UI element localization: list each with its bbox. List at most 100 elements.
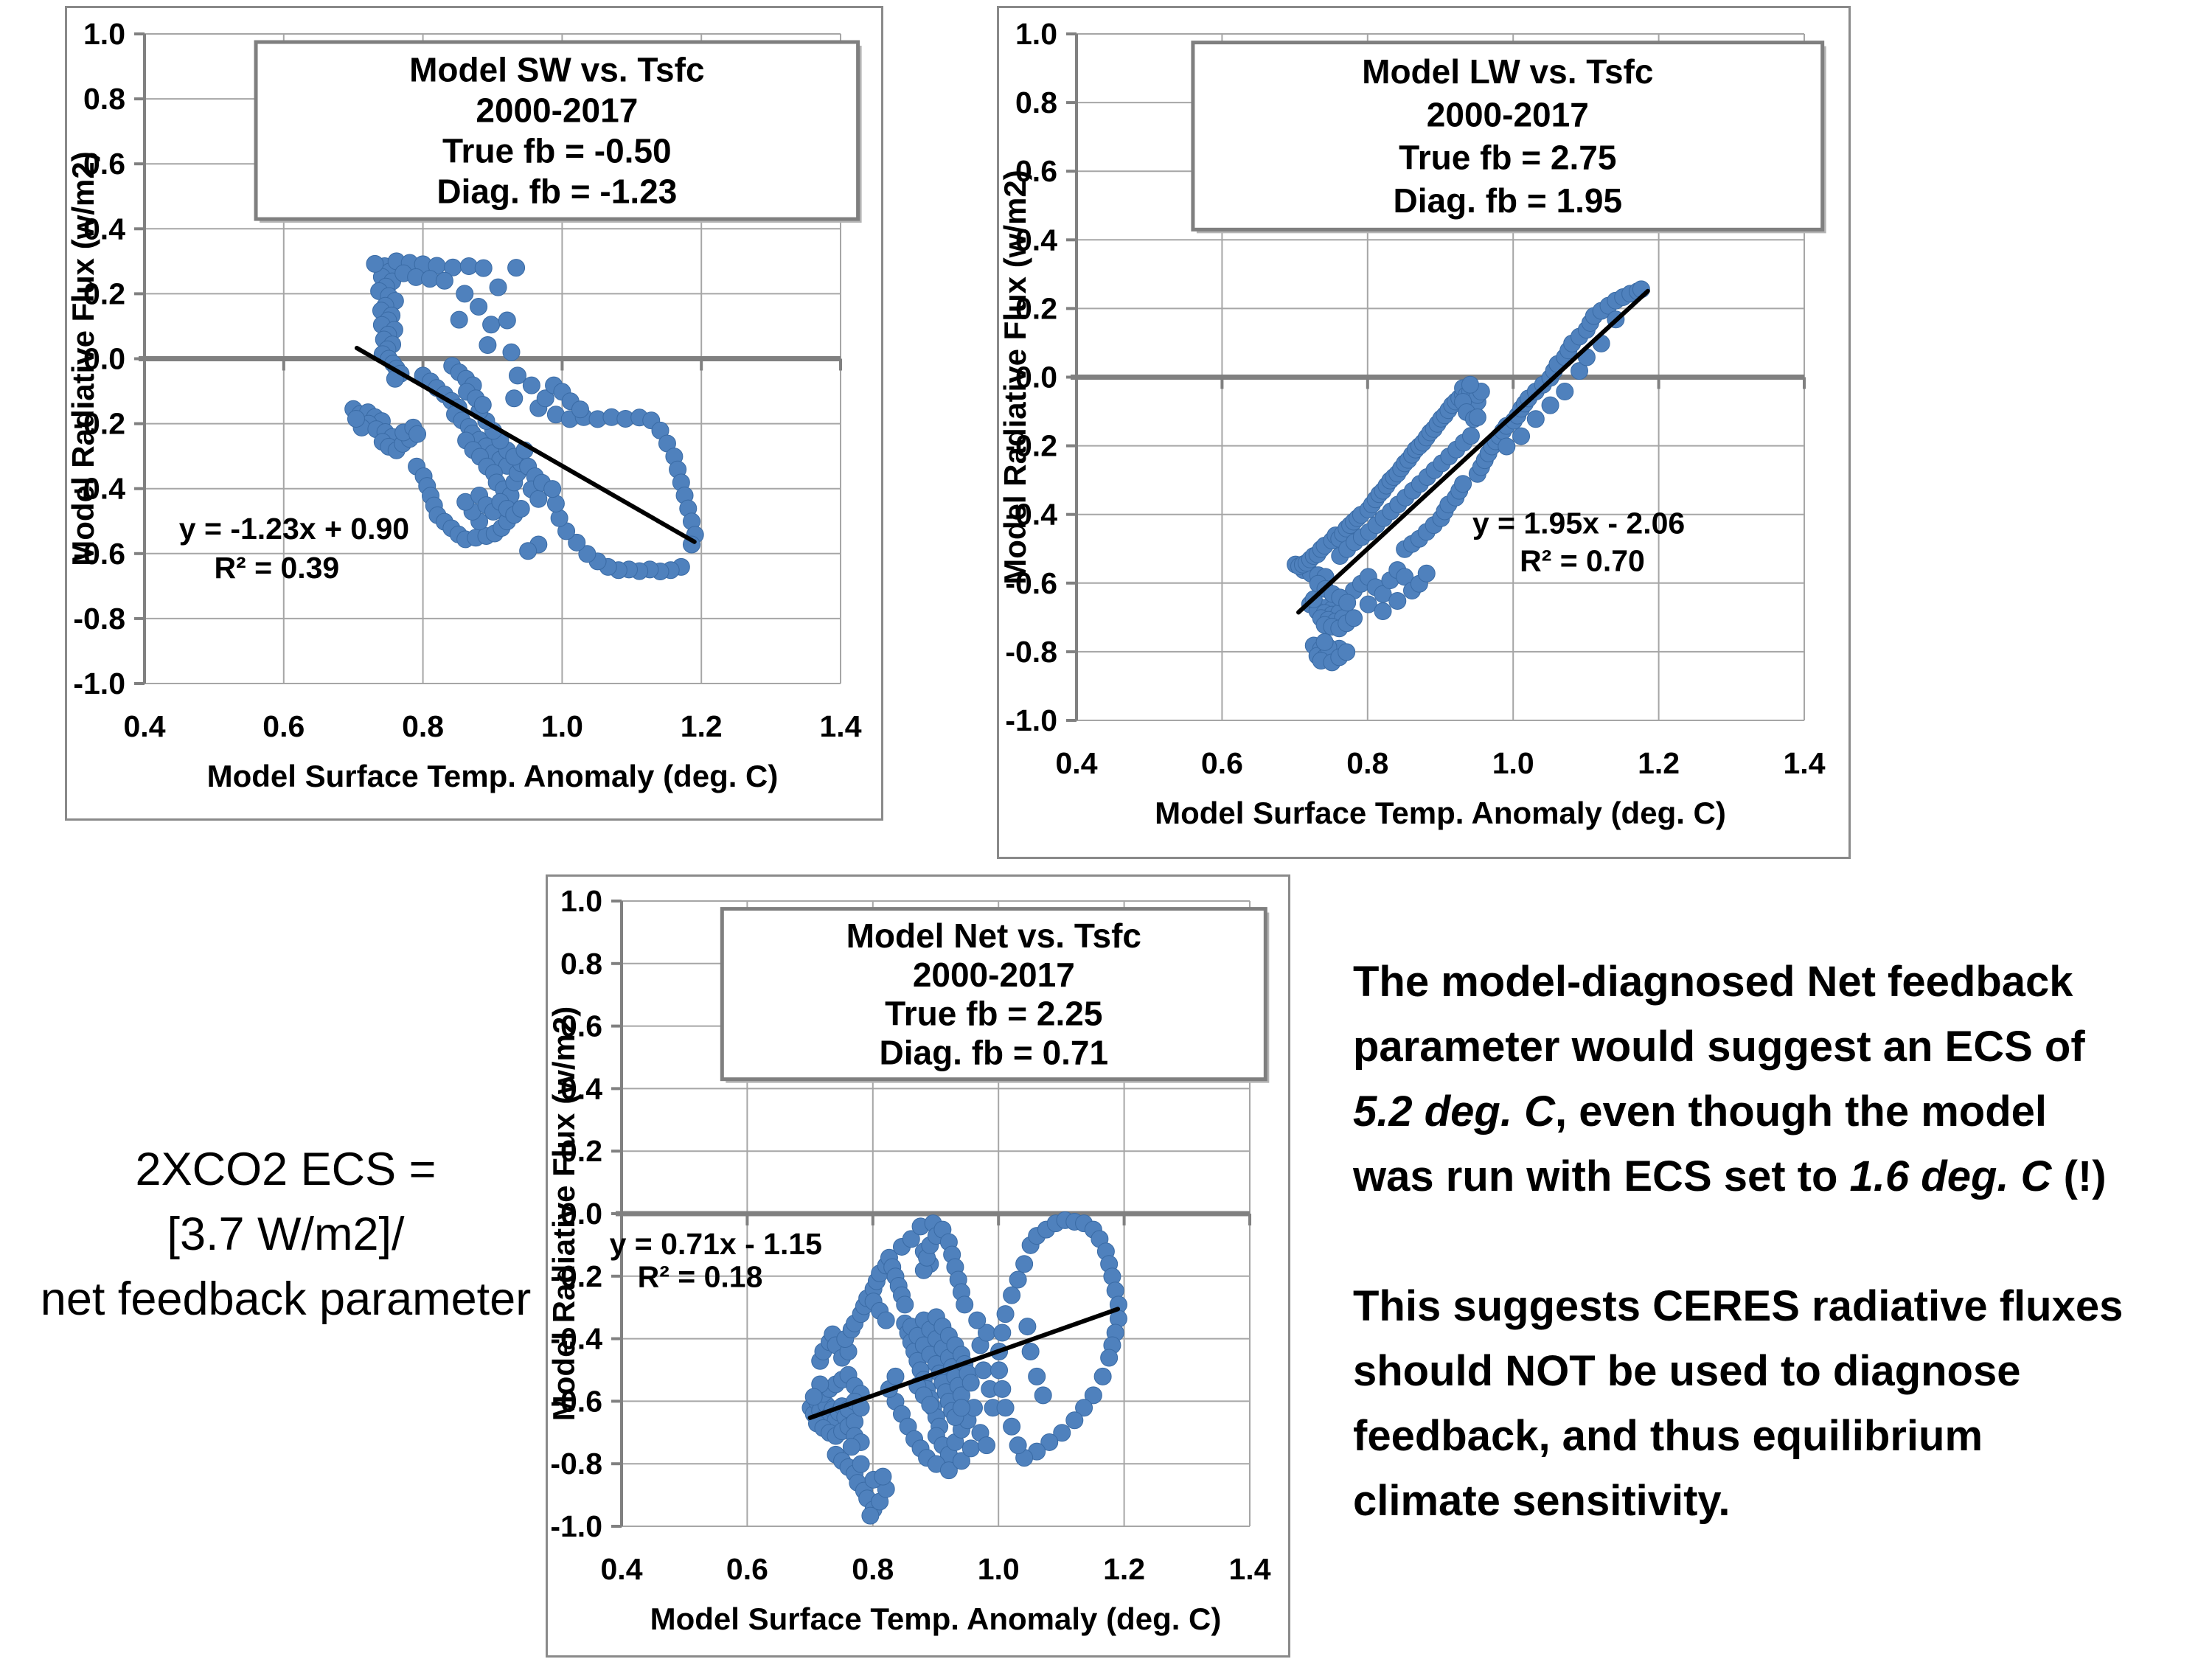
svg-text:0.6: 0.6 xyxy=(83,147,125,181)
svg-text:-0.6: -0.6 xyxy=(73,537,125,571)
svg-text:1.0: 1.0 xyxy=(1015,17,1057,51)
chart-model-sw-vs-tsfc: Model SW vs. Tsfc 2000-2017 True fb = -0.5… xyxy=(65,6,883,821)
zero-axis-line xyxy=(616,1211,1251,1225)
chart-title-line: Model Net vs. Tsfc xyxy=(846,917,1141,955)
y-axis-line xyxy=(134,32,146,685)
svg-text:-0.4: -0.4 xyxy=(73,472,125,506)
chart-title-line: 2000-2017 xyxy=(476,91,638,130)
svg-text:0.0: 0.0 xyxy=(1015,361,1057,394)
chart-title-line: 2000-2017 xyxy=(1427,95,1589,133)
svg-text:0.4: 0.4 xyxy=(1056,746,1098,780)
svg-text:-0.8: -0.8 xyxy=(550,1447,602,1481)
svg-text:1.4: 1.4 xyxy=(1784,746,1826,780)
svg-text:-0.4: -0.4 xyxy=(550,1322,602,1356)
x-tick-labels: 0.4 0.6 0.8 1.0 1.2 1.4 xyxy=(601,1552,1271,1586)
svg-text:0.4: 0.4 xyxy=(601,1552,643,1586)
conclusion-text: , even though the model xyxy=(1554,1088,2048,1135)
svg-text:1.4: 1.4 xyxy=(820,709,862,743)
svg-text:0.0: 0.0 xyxy=(83,342,125,376)
svg-text:0.8: 0.8 xyxy=(83,82,125,116)
y-axis-label: Model Radiative Flux (w/m2) xyxy=(999,170,1032,584)
svg-text:1.0: 1.0 xyxy=(83,17,125,51)
svg-text:-0.8: -0.8 xyxy=(1005,635,1057,669)
svg-text:R² = 0.39: R² = 0.39 xyxy=(214,551,339,585)
svg-text:0.2: 0.2 xyxy=(1015,291,1057,325)
conclusion-paragraph-1: The model-diagnosed Net feedback paramete… xyxy=(1353,950,2212,1209)
conclusion-text: parameter would suggest an ECS of xyxy=(1353,1023,2085,1071)
svg-text:0.6: 0.6 xyxy=(1201,746,1243,780)
chart-title-line: Model SW vs. Tsfc xyxy=(409,51,704,89)
svg-text:-1.0: -1.0 xyxy=(550,1509,602,1543)
svg-text:0.6: 0.6 xyxy=(726,1552,768,1586)
equation-label: y = -1.23x + 0.90 R² = 0.39 xyxy=(179,512,409,585)
y-axis-line xyxy=(611,900,623,1528)
lw-scatter-plot: Model LW vs. Tsfc 2000-2017 True fb = 2.75… xyxy=(999,17,1826,830)
equation-label: y = 1.95x - 2.06 R² = 0.70 xyxy=(1472,506,1685,577)
svg-text:y = 1.95x - 2.06: y = 1.95x - 2.06 xyxy=(1472,506,1685,540)
svg-text:1.4: 1.4 xyxy=(1229,1552,1271,1586)
svg-text:-0.6: -0.6 xyxy=(1005,566,1057,600)
svg-text:-0.2: -0.2 xyxy=(1005,429,1057,463)
chart-title-line: 2000-2017 xyxy=(913,956,1075,994)
conclusion-text: was run with ECS set to xyxy=(1353,1152,1850,1200)
svg-text:R² = 0.18: R² = 0.18 xyxy=(638,1260,763,1294)
svg-text:-1.0: -1.0 xyxy=(73,667,125,700)
svg-text:-0.4: -0.4 xyxy=(1005,498,1057,532)
svg-text:-0.2: -0.2 xyxy=(550,1259,602,1293)
chart-title-line: Diag. fb = 1.95 xyxy=(1393,181,1622,220)
conclusion-text: feedback, and thus equilibrium xyxy=(1353,1412,1983,1460)
y-axis-label: Model Radiative Flux (w/m2) xyxy=(548,1006,581,1421)
chart-title-line: True fb = 2.25 xyxy=(885,995,1102,1033)
italic-emphasis-text: 1.6 deg. C xyxy=(1849,1152,2052,1200)
y-axis-line xyxy=(1066,32,1078,722)
x-axis-label: Model Surface Temp. Anomaly (deg. C) xyxy=(650,1601,1222,1636)
chart-model-net-vs-tsfc: Model Net vs. Tsfc 2000-2017 True fb = 2.2… xyxy=(546,874,1290,1658)
chart-title-line: Diag. fb = -1.23 xyxy=(437,173,677,211)
svg-text:0.8: 0.8 xyxy=(1015,86,1057,119)
svg-text:1.2: 1.2 xyxy=(681,709,723,743)
svg-text:-0.8: -0.8 xyxy=(73,602,125,636)
conclusion-text: (!) xyxy=(2051,1152,2107,1200)
italic-emphasis-text: 5.2 deg. C xyxy=(1353,1088,1555,1135)
svg-text:1.2: 1.2 xyxy=(1638,746,1680,780)
svg-text:0.4: 0.4 xyxy=(83,212,125,246)
svg-text:0.8: 0.8 xyxy=(560,947,602,981)
svg-text:0.6: 0.6 xyxy=(1015,154,1057,188)
ecs-formula-note: 2XCO2 ECS = [3.7 W/m2]/ net feedback par… xyxy=(0,1137,571,1332)
svg-text:1.0: 1.0 xyxy=(541,709,583,743)
ecs-formula-line-2: [3.7 W/m2]/ xyxy=(167,1208,405,1260)
chart-title-line: True fb = -0.50 xyxy=(442,132,672,170)
zero-axis-line xyxy=(139,356,842,371)
y-tick-labels: -1.0 -0.8 -0.6 -0.4 -0.2 0.0 0.2 0.4 0.6 0.8 1.0 xyxy=(1005,17,1057,737)
x-axis-label: Model Surface Temp. Anomaly (deg. C) xyxy=(1155,796,1726,830)
svg-text:1.2: 1.2 xyxy=(1103,1552,1145,1586)
y-tick-labels: -1.0 -0.8 -0.6 -0.4 -0.2 0.0 0.2 0.4 0.6 0.8 1.0 xyxy=(73,17,125,700)
svg-text:0.2: 0.2 xyxy=(83,276,125,310)
ecs-formula-line-3: net feedback parameter xyxy=(40,1273,532,1325)
svg-text:0.8: 0.8 xyxy=(402,709,444,743)
chart-title-line: True fb = 2.75 xyxy=(1399,139,1616,177)
trend-line xyxy=(807,1307,1121,1420)
svg-text:-0.2: -0.2 xyxy=(73,407,125,441)
svg-text:0.2: 0.2 xyxy=(560,1134,602,1168)
svg-text:0.8: 0.8 xyxy=(852,1552,894,1586)
trend-line xyxy=(1296,288,1650,615)
svg-text:0.6: 0.6 xyxy=(262,709,305,743)
x-tick-labels: 0.4 0.6 0.8 1.0 1.2 1.4 xyxy=(1056,746,1826,780)
conclusion-text: should NOT be used to diagnose xyxy=(1353,1347,2021,1395)
scatter-points xyxy=(801,1211,1127,1525)
svg-text:0.4: 0.4 xyxy=(1015,223,1057,257)
svg-text:R² = 0.70: R² = 0.70 xyxy=(1520,544,1645,578)
svg-text:0.0: 0.0 xyxy=(560,1197,602,1231)
trend-line xyxy=(354,346,697,544)
y-tick-labels: -1.0 -0.8 -0.6 -0.4 -0.2 0.0 0.2 0.4 0.6 0.8 1.0 xyxy=(550,884,602,1543)
zero-axis-line xyxy=(1071,375,1806,389)
x-axis-label: Model Surface Temp. Anomaly (deg. C) xyxy=(207,759,779,793)
svg-text:-0.6: -0.6 xyxy=(550,1384,602,1418)
svg-text:-1.0: -1.0 xyxy=(1005,703,1057,737)
